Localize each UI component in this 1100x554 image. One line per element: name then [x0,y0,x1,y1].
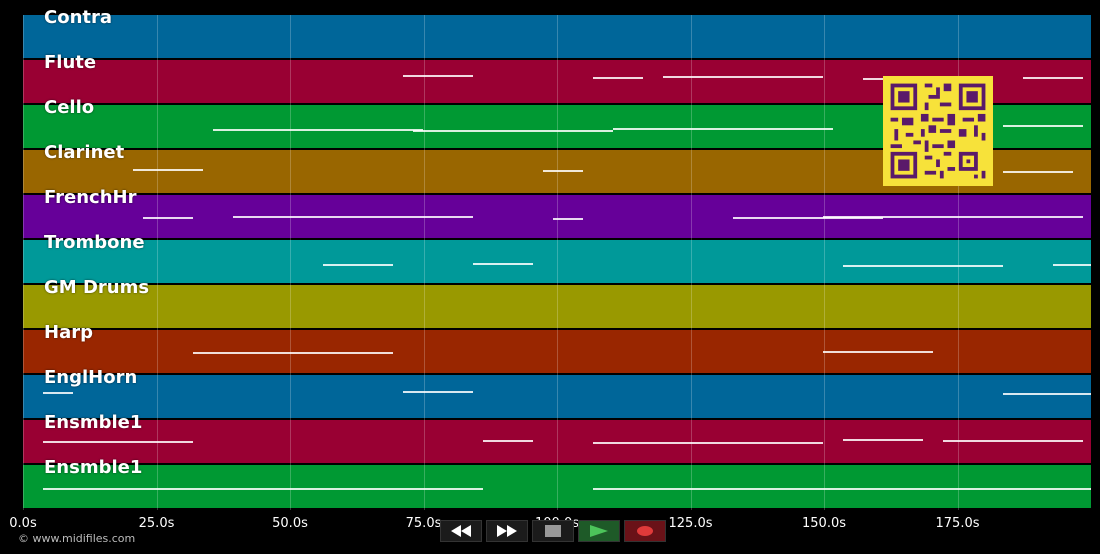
note-bar [843,439,923,441]
time-gridline [690,15,692,510]
track-name: Clarinet [44,142,125,163]
fast-forward-button[interactable] [486,520,528,542]
qr-code-icon [883,76,993,186]
note-bar [943,440,1083,442]
time-gridline [23,15,24,510]
track-lane [23,465,1091,508]
note-bar [553,218,583,220]
rewind-icon [451,525,471,537]
note-bar [733,217,883,219]
track-name: Cello [44,97,95,118]
note-bar [43,488,483,490]
note-bar [613,128,833,130]
time-gridline [557,15,558,510]
time-tick-label: 0.0s [9,516,37,531]
note-bar [403,391,473,393]
note-bar [43,441,193,443]
note-bar [1003,171,1073,173]
track-lane [23,420,1091,463]
note-bar [1053,264,1091,266]
play-button[interactable] [578,520,620,542]
note-bar [413,130,613,132]
stop-icon [545,525,561,537]
time-tick-label: 175.0s [935,516,980,531]
time-gridline [156,15,158,510]
track-lane [23,285,1091,328]
note-bar [143,217,193,219]
record-icon [637,526,653,536]
note-bar [323,264,393,266]
stop-button[interactable] [532,520,574,542]
transport-controls [440,520,666,542]
time-tick-label: 50.0s [272,516,308,531]
note-bar [193,352,393,354]
track-name: Ensmble1 [44,412,143,433]
rewind-button[interactable] [440,520,482,542]
note-bar [473,263,533,265]
note-bar [593,488,1091,490]
fast-forward-icon [497,525,517,537]
record-button[interactable] [624,520,666,542]
track-name: Trombone [44,232,145,253]
track-name: FrenchHr [44,187,137,208]
track-name: Flute [44,52,97,73]
note-bar [543,170,583,172]
note-bar [1003,393,1091,395]
time-gridline [957,15,959,510]
note-bar [823,351,933,353]
play-icon [590,525,608,537]
track-name: GM Drums [44,277,150,298]
note-bar [593,77,643,79]
note-bar [593,442,823,444]
track-lane [23,375,1091,418]
track-lane [23,240,1091,283]
track-name: Contra [44,7,113,28]
note-bar [1023,77,1083,79]
track-lane [23,15,1091,58]
note-bar [663,76,823,78]
time-tick-label: 75.0s [405,516,442,531]
note-bar [43,392,73,394]
note-bar [483,440,533,442]
track-name: Ensmble1 [44,457,143,478]
track-lane [23,330,1091,373]
time-gridline [423,15,425,510]
time-tick-label: 150.0s [802,516,846,531]
track-name: EnglHorn [44,367,138,388]
note-bar [213,129,423,131]
track-lane [23,195,1091,238]
time-tick-label: 25.0s [138,516,175,531]
copyright-text: © www.midifiles.com [18,532,136,545]
note-bar [403,75,473,77]
note-bar [233,216,473,218]
note-bar [843,265,1003,267]
time-tick-label: 125.0s [668,516,713,531]
note-bar [1003,125,1083,127]
track-name: Harp [44,322,93,343]
time-gridline [290,15,291,510]
note-bar [823,216,1083,218]
time-gridline [824,15,825,510]
note-bar [133,169,203,171]
